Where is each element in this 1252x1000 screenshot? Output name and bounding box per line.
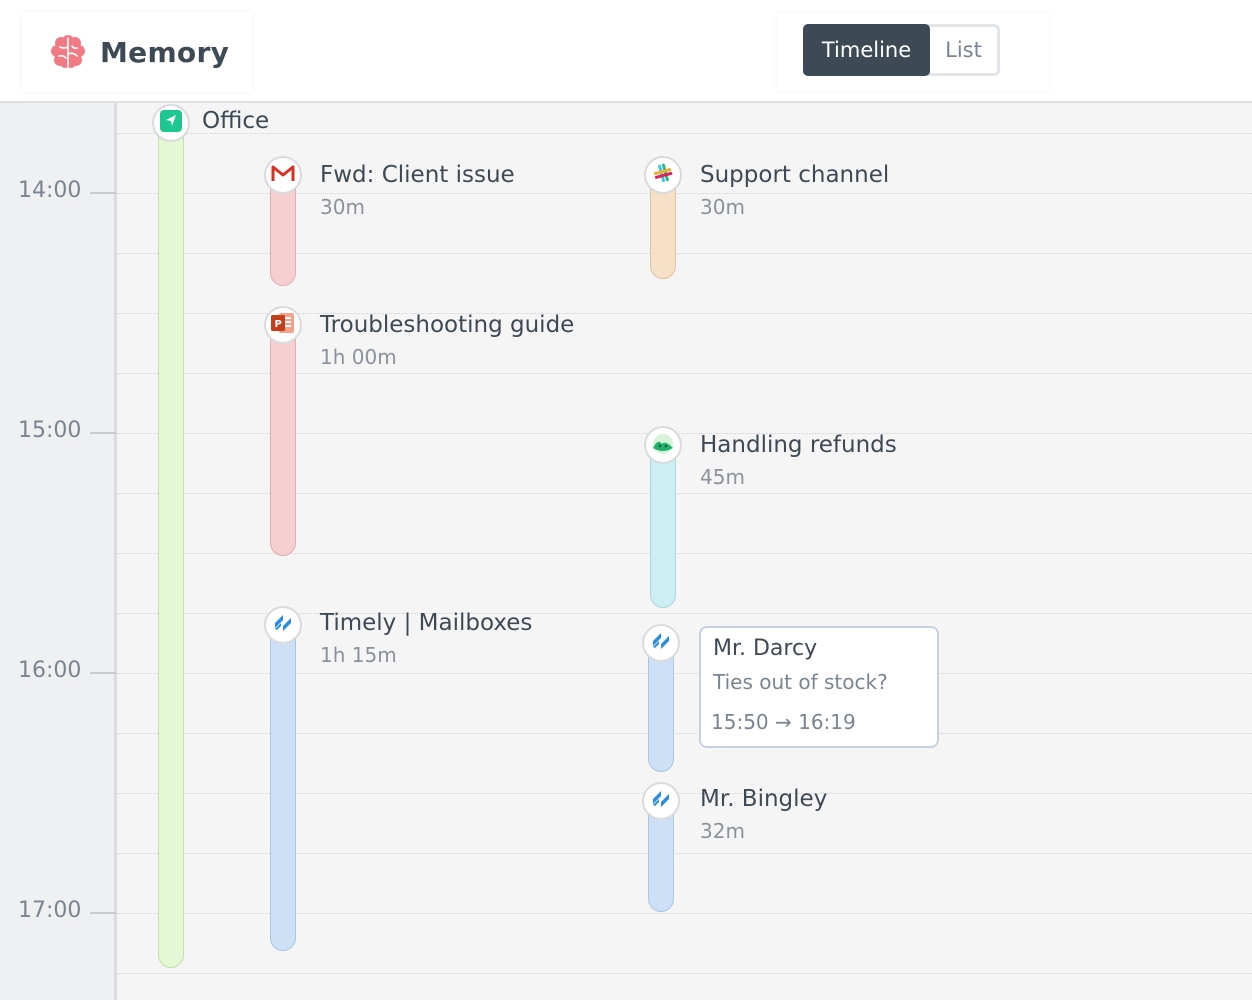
event-bar-mr-darcy[interactable]	[648, 640, 674, 772]
gridline	[117, 313, 1252, 314]
location-arrow-icon	[159, 109, 183, 137]
event-title[interactable]: Timely | Mailboxes	[320, 610, 533, 636]
card-subtitle: Ties out of stock?	[713, 670, 888, 694]
helpscout-icon	[272, 612, 294, 638]
gridline	[117, 433, 1252, 434]
event-icon-fwd-client-issue[interactable]	[264, 156, 302, 194]
event-duration: 1h 00m	[320, 345, 397, 369]
hour-tick	[90, 192, 116, 194]
helpscout-icon	[650, 630, 672, 656]
powerpoint-icon: P	[270, 311, 296, 339]
gridline	[117, 133, 1252, 134]
gridline	[117, 253, 1252, 254]
event-icon-mr-bingley[interactable]	[642, 782, 680, 820]
helpscout-icon	[650, 788, 672, 814]
time-axis	[0, 103, 114, 1000]
gmail-icon	[271, 163, 295, 187]
hour-label: 17:00	[18, 898, 82, 923]
gridline	[117, 193, 1252, 194]
event-bar-troubleshooting-guide[interactable]	[270, 322, 296, 556]
gridline	[117, 613, 1252, 614]
timeline-view-button[interactable]: Timeline	[803, 24, 930, 76]
event-title[interactable]: Troubleshooting guide	[320, 312, 575, 338]
gridline	[117, 373, 1252, 374]
basecamp-icon	[651, 432, 675, 458]
event-bar-timely-mailboxes[interactable]	[270, 620, 296, 951]
card-title: Mr. Darcy	[713, 636, 818, 661]
hour-label: 15:00	[18, 418, 82, 443]
location-title: Office	[202, 108, 270, 134]
event-icon-timely-mailboxes[interactable]	[264, 606, 302, 644]
hour-tick	[90, 672, 116, 674]
event-duration: 30m	[700, 195, 745, 219]
event-duration: 32m	[700, 819, 745, 843]
svg-text:P: P	[275, 319, 282, 330]
event-duration: 45m	[700, 465, 745, 489]
event-title[interactable]: Fwd: Client issue	[320, 162, 515, 188]
event-title[interactable]: Mr. Bingley	[700, 786, 828, 812]
gridline	[117, 673, 1252, 674]
event-icon-mr-darcy[interactable]	[642, 624, 680, 662]
event-title[interactable]: Support channel	[700, 162, 890, 188]
gridline	[117, 553, 1252, 554]
event-duration: 30m	[320, 195, 365, 219]
event-icon-troubleshooting-guide[interactable]: P	[264, 306, 302, 344]
hour-tick	[90, 912, 116, 914]
hour-tick	[90, 432, 116, 434]
location-bar-office[interactable]	[158, 122, 184, 968]
location-marker[interactable]	[152, 104, 190, 142]
hour-label: 14:00	[18, 178, 82, 203]
gridline	[117, 973, 1252, 974]
gridline	[117, 853, 1252, 854]
event-duration: 1h 15m	[320, 643, 397, 667]
event-icon-handling-refunds[interactable]	[644, 426, 682, 464]
event-bar-handling-refunds[interactable]	[650, 442, 676, 608]
slack-icon	[652, 162, 674, 188]
event-detail-card[interactable]: Mr. Darcy Ties out of stock? 15:50 → 16:…	[699, 626, 939, 748]
event-title[interactable]: Handling refunds	[700, 432, 897, 458]
hour-label: 16:00	[18, 658, 82, 683]
app-name: Memory	[100, 35, 230, 69]
gridline	[117, 913, 1252, 914]
gridline	[117, 793, 1252, 794]
brain-icon	[48, 32, 88, 72]
gridline	[117, 733, 1252, 734]
gridline	[117, 493, 1252, 494]
app-header: Memory Timeline List	[0, 0, 1252, 103]
event-icon-support-channel[interactable]	[644, 156, 682, 194]
card-time-range: 15:50 → 16:19	[711, 710, 856, 734]
list-view-button[interactable]: List	[945, 38, 982, 62]
time-axis-divider	[114, 103, 117, 1000]
brand[interactable]: Memory	[22, 12, 252, 92]
